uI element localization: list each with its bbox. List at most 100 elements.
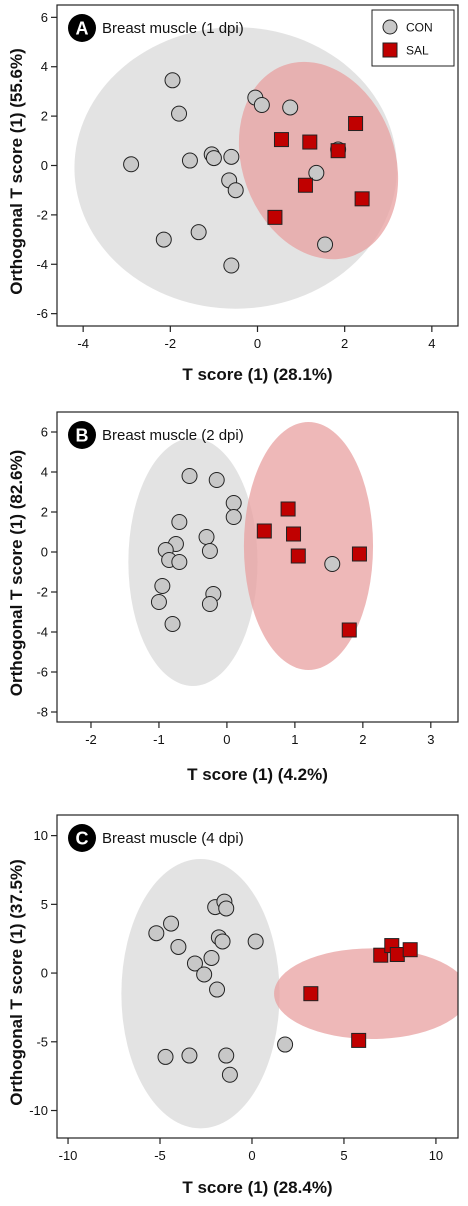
point-sal xyxy=(341,622,357,638)
point-sal xyxy=(354,191,370,207)
point-sal xyxy=(389,947,405,963)
point-con xyxy=(225,495,242,511)
point-con xyxy=(181,1047,198,1064)
point-con xyxy=(209,981,226,998)
point-con xyxy=(277,1036,294,1053)
y-tick-label: -6 xyxy=(36,306,48,321)
panel-subtitle: Breast muscle (4 dpi) xyxy=(102,830,244,847)
y-tick-label: 5 xyxy=(41,897,48,912)
x-tick-label: 10 xyxy=(429,1148,443,1163)
x-tick-label: 0 xyxy=(254,336,261,351)
point-con xyxy=(201,543,218,559)
x-axis-title: T score (1) (28.1%) xyxy=(182,365,332,384)
point-con xyxy=(186,955,203,972)
point-con xyxy=(164,72,181,89)
y-axis-title: Orthogonal T score (1) (55.6%) xyxy=(7,48,26,295)
x-tick-label: 4 xyxy=(428,336,435,351)
ellipse-con xyxy=(121,858,280,1129)
panel-subtitle: Breast muscle (1 dpi) xyxy=(102,20,244,37)
y-tick-label: 2 xyxy=(41,109,48,124)
y-tick-label: 6 xyxy=(41,10,48,25)
y-tick-label: -4 xyxy=(36,625,48,640)
x-tick-label: 5 xyxy=(340,1148,347,1163)
x-axis-title: T score (1) (28.4%) xyxy=(182,1178,332,1197)
point-con xyxy=(196,966,213,983)
point-con xyxy=(163,915,180,932)
point-con xyxy=(221,1066,238,1083)
panel-letter-badge xyxy=(68,14,96,42)
point-con xyxy=(171,554,188,570)
point-sal xyxy=(286,526,302,542)
point-con xyxy=(227,182,244,199)
panel-subtitle: Breast muscle (2 dpi) xyxy=(102,427,244,444)
point-sal xyxy=(302,134,318,150)
x-axis-title: T score (1) (4.2%) xyxy=(187,765,328,784)
panel-letter: A xyxy=(76,19,89,39)
point-con xyxy=(148,925,165,942)
plot-frame xyxy=(56,814,459,1139)
y-tick-label: -5 xyxy=(36,1034,48,1049)
point-con xyxy=(123,156,140,173)
point-con xyxy=(324,556,341,572)
point-con xyxy=(282,99,299,116)
y-axis-title: Orthogonal T score (1) (37.5%) xyxy=(7,859,26,1106)
ellipse-con xyxy=(128,438,258,686)
x-tick-label: -2 xyxy=(85,732,97,747)
point-con xyxy=(247,933,264,950)
point-con xyxy=(218,900,235,917)
point-sal xyxy=(297,177,313,193)
y-tick-label: 4 xyxy=(41,59,48,74)
point-con xyxy=(225,509,242,525)
point-con xyxy=(201,596,218,612)
y-tick-label: 0 xyxy=(41,545,48,560)
point-con xyxy=(190,224,207,241)
point-con xyxy=(150,594,167,610)
legend-marker-con xyxy=(382,19,398,35)
y-tick-label: -4 xyxy=(36,257,48,272)
point-con xyxy=(223,257,240,274)
point-con xyxy=(308,164,325,181)
y-tick-label: -2 xyxy=(36,585,48,600)
y-tick-label: 0 xyxy=(41,966,48,981)
panel-a: -4 -2 0 2 4 -6 -4 -2 0 2 4 6 T score (1) (28.1%) Orth… xyxy=(7,4,459,384)
point-con xyxy=(223,148,240,165)
panel-c: -10 -5 0 5 10 -10 -5 0 5 10 T score (1) (28.4%) Ort… xyxy=(7,814,459,1197)
y-tick-label: 4 xyxy=(41,465,48,480)
point-sal xyxy=(351,546,367,562)
point-sal xyxy=(402,942,418,958)
plot-frame xyxy=(56,411,459,723)
legend-label-con: CON xyxy=(406,21,433,35)
point-con xyxy=(218,1047,235,1064)
panel-letter-badge xyxy=(68,824,96,852)
y-tick-label: 6 xyxy=(41,425,48,440)
point-sal xyxy=(348,116,364,132)
point-sal xyxy=(256,523,272,539)
panel-letter: B xyxy=(76,426,89,446)
x-tick-label: 3 xyxy=(427,732,434,747)
point-con xyxy=(154,578,171,594)
point-con xyxy=(181,468,198,484)
panel-letter: C xyxy=(76,829,89,849)
x-tick-label: 2 xyxy=(359,732,366,747)
ellipse-sal xyxy=(243,422,374,670)
x-tick-label: -4 xyxy=(77,336,89,351)
point-sal xyxy=(267,209,283,225)
point-con xyxy=(171,514,188,530)
point-con xyxy=(214,933,231,950)
legend-label-sal: SAL xyxy=(406,44,429,58)
point-sal xyxy=(351,1032,367,1048)
x-tick-label: -10 xyxy=(59,1148,78,1163)
y-tick-label: -6 xyxy=(36,665,48,680)
point-con xyxy=(203,949,220,966)
point-con xyxy=(157,1048,174,1065)
x-tick-label: -2 xyxy=(165,336,177,351)
point-con xyxy=(155,231,172,248)
point-con xyxy=(208,472,225,488)
legend-marker-sal xyxy=(382,42,398,58)
point-con xyxy=(170,938,187,955)
point-con xyxy=(205,150,222,167)
x-tick-label: 1 xyxy=(291,732,298,747)
point-sal xyxy=(280,501,296,517)
x-tick-label: -5 xyxy=(154,1148,166,1163)
